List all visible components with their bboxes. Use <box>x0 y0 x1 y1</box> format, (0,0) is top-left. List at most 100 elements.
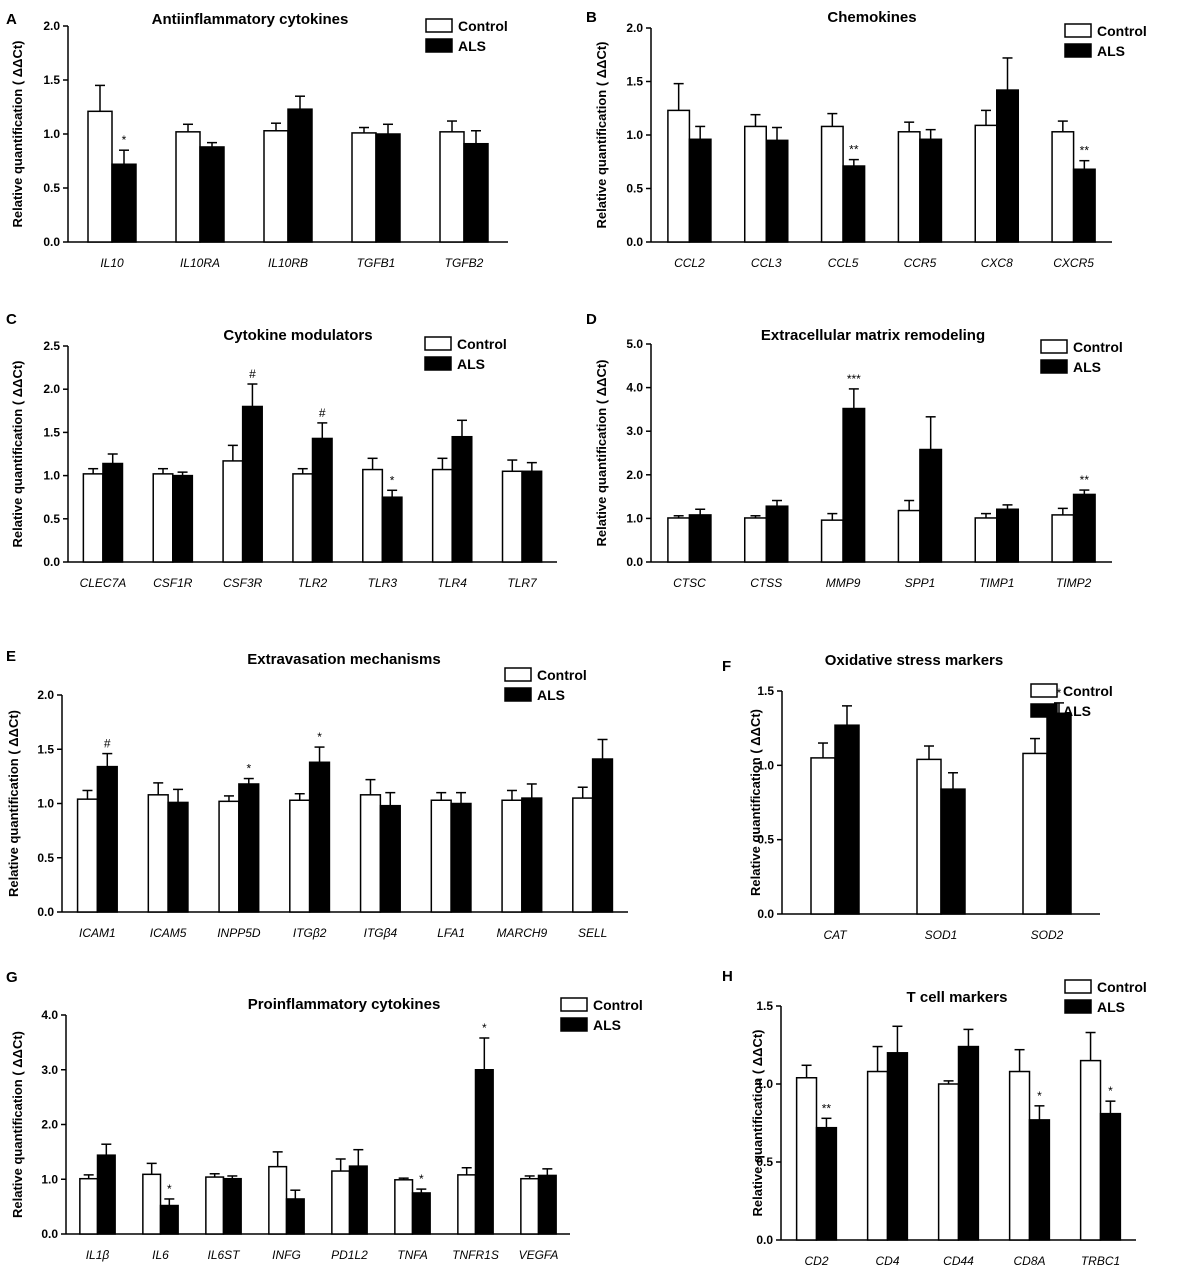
bar-als <box>688 138 712 243</box>
y-tick-label: 3.0 <box>41 1063 58 1077</box>
y-tick-label: 1.0 <box>43 127 60 141</box>
bar-group-ccl2: CCL2 <box>667 82 712 270</box>
legend: Control ALS <box>504 667 587 703</box>
x-tick-label: TIMP2 <box>1056 576 1092 590</box>
y-tick-label: 2.0 <box>626 468 643 482</box>
bar-als <box>1028 1119 1051 1241</box>
y-tick-label: 1.5 <box>37 742 54 756</box>
x-tick-label: ITGβ4 <box>364 926 398 940</box>
panel-f: F Oxidative stress markers Relative quanti… <box>722 652 1113 942</box>
y-tick-label: 2.0 <box>41 1118 58 1132</box>
x-tick-label: CXCR5 <box>1053 256 1094 270</box>
bar-group-tlr2: TLR2 <box>292 422 333 590</box>
bar-control <box>82 473 104 563</box>
x-tick-label: CAT <box>823 928 848 942</box>
legend-label-als: ALS <box>1097 999 1125 1015</box>
significance-marker: * <box>1057 686 1062 700</box>
x-tick-label: TLR2 <box>298 576 328 590</box>
legend-swatch-control <box>1064 979 1092 994</box>
bar-control <box>76 798 99 913</box>
x-tick-label: SELL <box>578 926 607 940</box>
x-tick-label: CSF1R <box>153 576 193 590</box>
bar-als <box>411 1192 431 1235</box>
legend-swatch-als <box>1064 999 1092 1014</box>
bar-group-tlr4: TLR4 <box>431 419 473 590</box>
y-tick-label: 0.0 <box>626 555 643 569</box>
x-tick-label: MARCH9 <box>497 926 548 940</box>
x-tick-label: TLR4 <box>438 576 468 590</box>
bar-als <box>842 407 866 563</box>
panel-h: H T cell markers Relative quantification (… <box>722 968 1147 1268</box>
bar-als <box>765 505 789 563</box>
bar-group-cd2: CD2 <box>795 1064 838 1268</box>
bar-als <box>1072 493 1096 563</box>
x-tick-label: SOD1 <box>925 928 958 942</box>
x-tick-label: IL1β <box>86 1248 110 1262</box>
bar-control <box>667 517 691 563</box>
x-tick-label: MMP9 <box>826 576 861 590</box>
legend-label-control: Control <box>1097 979 1147 995</box>
panel-letter: D <box>586 311 597 328</box>
x-tick-label: IL6ST <box>207 1248 241 1262</box>
significance-marker: ** <box>822 1101 832 1115</box>
bar-group-vegfa: VEGFA <box>519 1168 559 1262</box>
y-axis-label: Relative quantification ( ΔΔCt) <box>594 360 609 547</box>
bar-control <box>974 124 998 243</box>
bar-als <box>463 142 489 243</box>
bar-control <box>937 1083 960 1241</box>
x-tick-label: IL10 <box>100 256 124 270</box>
bar-group-cxcr5: CXCR5 <box>1051 120 1096 270</box>
significance-marker: # <box>104 737 111 751</box>
legend-label-control: Control <box>1063 683 1113 699</box>
bar-control <box>1008 1070 1031 1241</box>
bar-group-ccr5: CCR5 <box>897 121 943 270</box>
x-tick-label: CXC8 <box>981 256 1013 270</box>
x-tick-label: TGFB1 <box>357 256 396 270</box>
bar-als <box>919 138 943 243</box>
bar-control <box>1079 1059 1102 1241</box>
y-tick-label: 0.5 <box>43 181 60 195</box>
bar-group-itgβ2: ITGβ2 <box>289 746 331 940</box>
y-tick-label: 0.0 <box>43 555 60 569</box>
x-tick-label: VEGFA <box>519 1248 559 1262</box>
y-tick-label: 1.5 <box>626 75 643 89</box>
bar-control <box>501 799 523 913</box>
significance-marker: ** <box>849 143 859 157</box>
legend-label-als: ALS <box>593 1017 621 1033</box>
legend-swatch-control <box>1040 339 1068 354</box>
y-tick-label: 2.0 <box>43 19 60 33</box>
y-tick-label: 1.0 <box>626 511 643 525</box>
bar-als <box>996 508 1020 563</box>
y-tick-label: 2.5 <box>43 339 60 353</box>
bar-group-ccl5: CCL5 <box>820 112 866 270</box>
bar-control <box>222 460 244 563</box>
bar-als <box>287 108 313 243</box>
bar-control <box>292 473 314 563</box>
legend-label-als: ALS <box>457 356 485 372</box>
bar-als <box>940 788 966 915</box>
bar-group-sell: SELL <box>572 738 614 940</box>
bar-group-cd8a: CD8A <box>1008 1048 1051 1268</box>
legend-label-als: ALS <box>537 687 565 703</box>
bar-als <box>285 1198 305 1235</box>
bar-group-ccl3: CCL3 <box>743 113 789 270</box>
bar-control <box>268 1165 288 1235</box>
significance-marker: * <box>122 133 127 147</box>
bar-group-icam5: ICAM5 <box>147 782 189 940</box>
bar-control <box>152 473 174 563</box>
bar-als <box>842 165 866 243</box>
bar-control <box>795 1077 818 1241</box>
legend-label-control: Control <box>1097 23 1147 39</box>
bar-als <box>238 783 260 913</box>
bar-als <box>375 133 401 243</box>
bar-control <box>431 468 453 563</box>
bar-group-il1β: IL1β <box>79 1143 116 1262</box>
bar-als <box>311 437 333 563</box>
x-tick-label: CD4 <box>875 1254 899 1268</box>
chart-title: Extravasation mechanisms <box>247 651 440 668</box>
significance-marker: *** <box>847 372 861 386</box>
legend-label-control: Control <box>457 336 507 352</box>
bar-group-il10rb: IL10RB <box>263 95 313 270</box>
y-tick-label: 2.0 <box>37 688 54 702</box>
